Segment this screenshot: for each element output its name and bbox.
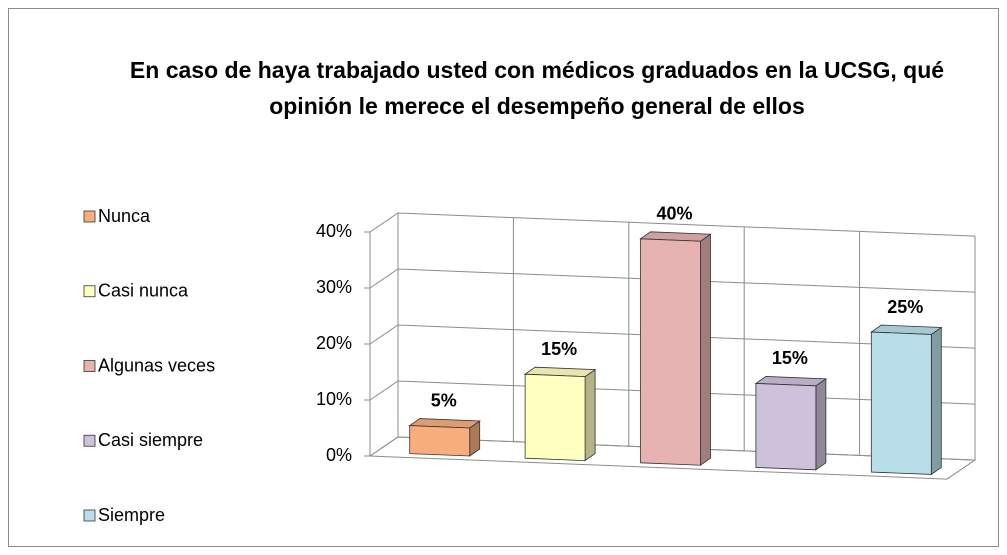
legend-label: Nunca bbox=[98, 206, 151, 226]
y-tick-label: 40% bbox=[316, 221, 352, 241]
legend-label: Casi nunca bbox=[98, 281, 189, 301]
y-tick-label: 20% bbox=[316, 333, 352, 353]
bar-side bbox=[930, 326, 942, 476]
bar-side bbox=[700, 233, 711, 466]
bar bbox=[870, 331, 932, 475]
legend-swatch bbox=[83, 509, 96, 522]
legend-label: Algunas veces bbox=[98, 355, 215, 375]
legend-swatch bbox=[83, 285, 96, 298]
grid-line bbox=[369, 268, 976, 293]
y-tick-label: 0% bbox=[326, 445, 352, 465]
y-tick-label: 10% bbox=[316, 389, 352, 409]
bar bbox=[640, 238, 701, 466]
data-label: 40% bbox=[656, 204, 692, 224]
bar-side bbox=[584, 368, 596, 462]
data-label: 5% bbox=[431, 390, 457, 410]
bar bbox=[409, 425, 471, 457]
data-label: 25% bbox=[887, 297, 923, 317]
chart-border bbox=[8, 8, 999, 547]
legend-swatch bbox=[83, 360, 96, 372]
legend-swatch bbox=[83, 434, 96, 447]
legend-label: Casi siempre bbox=[98, 430, 203, 450]
data-label: 15% bbox=[541, 339, 577, 359]
chart-title: En caso de haya trabajado usted con médi… bbox=[129, 57, 945, 119]
y-tick-label: 30% bbox=[316, 277, 352, 297]
bar bbox=[755, 383, 817, 471]
legend-label: Siempre bbox=[98, 505, 165, 525]
bar bbox=[524, 373, 586, 462]
grid-line bbox=[369, 324, 976, 349]
data-label: 15% bbox=[772, 348, 808, 368]
grid-line bbox=[369, 212, 976, 237]
legend-swatch bbox=[83, 210, 96, 223]
bar-side bbox=[815, 378, 827, 471]
